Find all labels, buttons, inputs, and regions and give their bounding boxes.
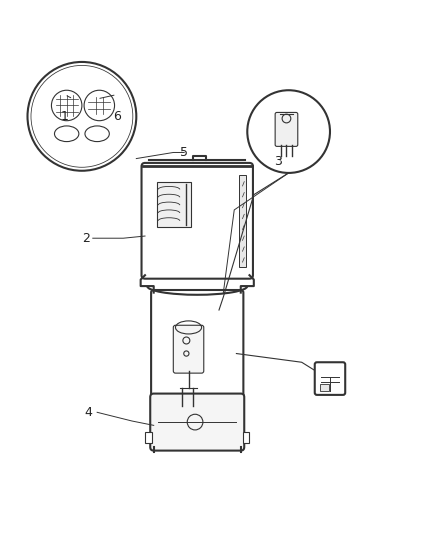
Bar — [145, 432, 152, 443]
Bar — [320, 384, 328, 391]
FancyBboxPatch shape — [275, 112, 298, 147]
Bar — [239, 175, 247, 266]
FancyBboxPatch shape — [150, 393, 244, 450]
FancyBboxPatch shape — [315, 362, 345, 395]
FancyBboxPatch shape — [151, 290, 244, 404]
FancyBboxPatch shape — [141, 163, 253, 279]
Text: 4: 4 — [85, 406, 92, 419]
Bar — [243, 432, 250, 443]
Text: 2: 2 — [82, 232, 90, 245]
Text: 1: 1 — [60, 110, 68, 123]
Bar — [157, 182, 191, 228]
Text: 3: 3 — [274, 155, 282, 168]
Text: 5: 5 — [180, 146, 188, 159]
FancyBboxPatch shape — [173, 325, 204, 373]
Text: 6: 6 — [113, 110, 120, 123]
